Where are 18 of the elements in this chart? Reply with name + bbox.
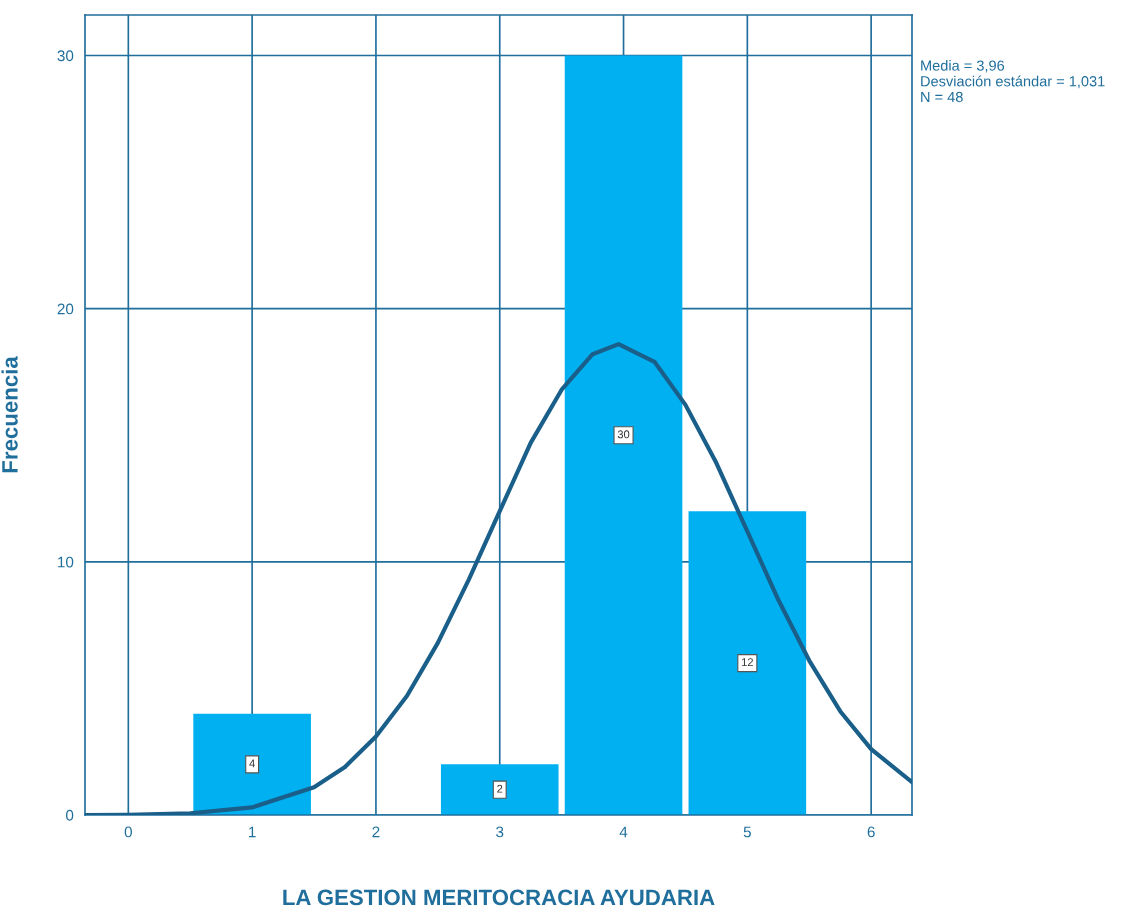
x-tick-label: 2 — [372, 826, 380, 838]
x-tick-label: 0 — [124, 826, 132, 838]
y-tick-label: 0 — [65, 809, 74, 821]
y-tick-label: 20 — [57, 303, 74, 315]
data-label: 2 — [497, 784, 503, 793]
x-tick-label: 4 — [619, 826, 628, 838]
y-axis-title: Frecuencia — [1, 356, 18, 473]
text: Media = 3,96 Desviación estándar = 1,031 N = 48 — [921, 60, 1105, 103]
data-label: 30 — [617, 430, 630, 439]
data-label: 4 — [249, 759, 255, 768]
y-tick-label: 30 — [57, 50, 74, 62]
x-tick-label: 3 — [496, 826, 504, 838]
data-label: 12 — [742, 658, 753, 666]
x-axis-title: LA GESTION MERITOCRACIA AYUDARIA — [283, 889, 715, 906]
x-tick-label: 1 — [249, 826, 256, 838]
x-tick-label: 6 — [867, 826, 875, 838]
x-tick-label: 5 — [743, 826, 751, 838]
y-tick-label: 10 — [58, 556, 74, 568]
